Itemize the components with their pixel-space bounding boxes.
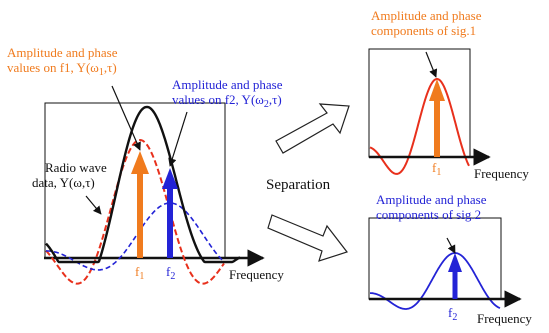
f2-label-pointer	[168, 111, 188, 167]
f1-values-label-line1: Amplitude and phase	[7, 45, 118, 60]
radio-wave-label-line1: Radio wave	[45, 160, 107, 175]
sig2-spectrum-panel	[368, 217, 522, 310]
f1-values-label: Amplitude and phase values on f1, Y(ω1,τ…	[7, 45, 117, 80]
sig1-spectrum-panel	[368, 48, 491, 175]
radio-label-pointer	[85, 195, 102, 215]
f2-amplitude-arrowhead	[162, 168, 178, 189]
sig2-title: Amplitude and phase components of sig.2	[376, 192, 486, 222]
sig2-title-line1: Amplitude and phase	[376, 192, 487, 207]
sig1-title: Amplitude and phase components of sig.1	[371, 8, 481, 38]
separation-label: Separation	[266, 177, 331, 193]
sig1-title-line1: Amplitude and phase	[371, 8, 482, 23]
sig2-amplitude-arrowhead	[448, 253, 462, 272]
f1-label-pointer	[111, 85, 141, 151]
separation-block-arrow-lower	[267, 214, 348, 262]
f1-values-label-line2: values on f1, Y(ω1,τ)	[7, 60, 117, 78]
separation-block-arrow-upper	[275, 103, 350, 154]
tick-f1: f1	[135, 264, 145, 282]
sig1-curve	[369, 78, 470, 175]
sig2-tick-f2: f2	[448, 305, 458, 323]
sig1-amplitude-arrowhead	[429, 79, 445, 101]
sig1-title-line2: components of sig.1	[371, 23, 477, 38]
sig1-x-axis-label: Frequency	[474, 166, 529, 181]
sig2-title-line2: components of sig.2	[376, 207, 482, 222]
radio-wave-label-line2: data, Y(ω,τ)	[32, 175, 95, 190]
sig1-panel-frame	[368, 48, 471, 158]
left-x-axis-label: Frequency	[229, 267, 284, 282]
f2-values-label-line2: values on f2, Y(ω2,τ)	[172, 92, 282, 110]
f2-values-label-line1: Amplitude and phase	[172, 77, 283, 92]
left-component-curve-sig2	[46, 202, 225, 271]
sig1-label-pointer	[425, 51, 438, 78]
left-total-curve	[45, 105, 241, 264]
f1-amplitude-arrowhead	[131, 151, 149, 174]
sig2-x-axis-label: Frequency	[477, 311, 532, 326]
tick-f2: f2	[166, 264, 176, 282]
f2-values-label: Amplitude and phase values on f2, Y(ω2,τ…	[172, 77, 282, 112]
sig2-label-pointer	[446, 237, 456, 254]
radio-wave-label: Radio wave data, Y(ω,τ)	[32, 160, 107, 190]
left-spectrum-panel	[44, 85, 265, 285]
sig2-curve	[370, 252, 501, 310]
sig1-tick-f1: f1	[432, 160, 442, 178]
